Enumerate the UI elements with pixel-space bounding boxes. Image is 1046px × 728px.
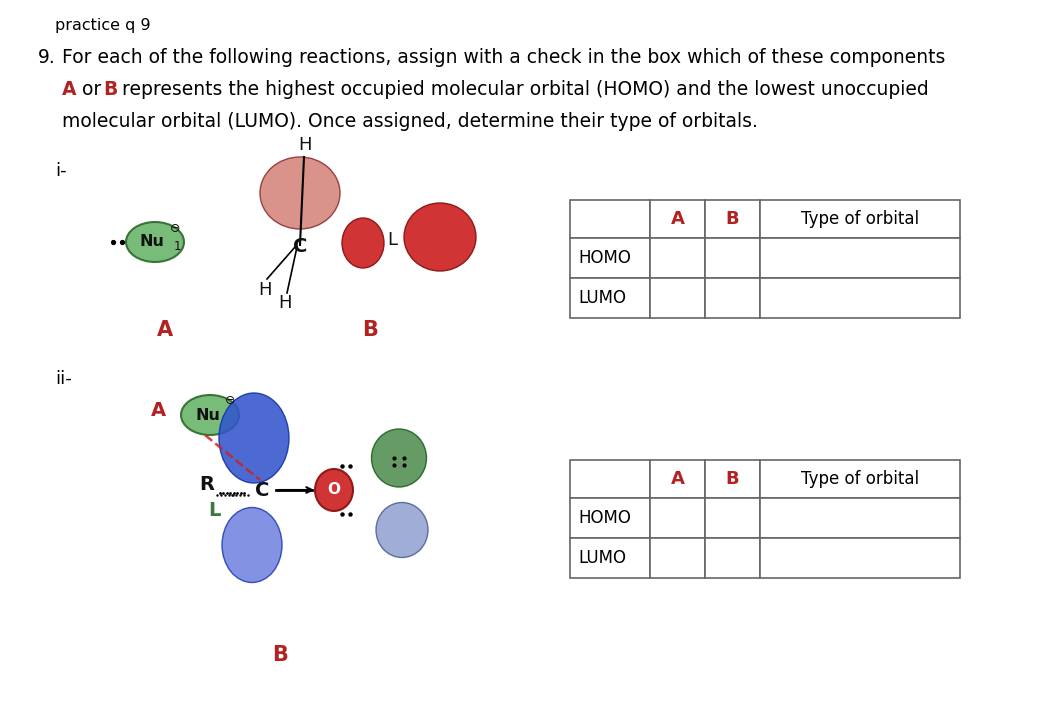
Bar <box>705 238 760 278</box>
Text: LUMO: LUMO <box>578 289 626 307</box>
Text: ii-: ii- <box>55 370 72 388</box>
Bar <box>650 200 705 238</box>
Bar <box>570 538 650 578</box>
Text: L: L <box>208 501 221 520</box>
Bar <box>705 200 760 238</box>
Text: ⊖: ⊖ <box>169 221 180 234</box>
Text: Nu: Nu <box>139 234 164 250</box>
Ellipse shape <box>181 395 238 435</box>
Text: B: B <box>362 320 378 340</box>
Bar <box>650 460 705 498</box>
Text: B: B <box>272 645 288 665</box>
Bar <box>705 538 760 578</box>
Text: B: B <box>103 80 117 99</box>
Ellipse shape <box>222 507 282 582</box>
Ellipse shape <box>126 222 184 262</box>
Bar <box>570 460 650 498</box>
Text: A: A <box>157 320 173 340</box>
Text: For each of the following reactions, assign with a check in the box which of the: For each of the following reactions, ass… <box>62 48 946 67</box>
Bar <box>760 498 960 538</box>
Bar <box>570 278 650 318</box>
Bar <box>650 278 705 318</box>
Text: H: H <box>298 136 312 154</box>
Bar <box>650 238 705 278</box>
Bar <box>650 498 705 538</box>
Bar <box>760 278 960 318</box>
Text: R: R <box>200 475 214 494</box>
Text: practice q 9: practice q 9 <box>55 18 151 33</box>
Text: A: A <box>670 470 684 488</box>
Ellipse shape <box>404 203 476 271</box>
Text: ⊖: ⊖ <box>225 395 235 408</box>
Ellipse shape <box>315 469 353 511</box>
Ellipse shape <box>342 218 384 268</box>
Bar <box>705 498 760 538</box>
Text: A: A <box>151 402 165 421</box>
Text: molecular orbital (LUMO). Once assigned, determine their type of orbitals.: molecular orbital (LUMO). Once assigned,… <box>62 112 758 131</box>
Text: C: C <box>293 237 308 256</box>
Ellipse shape <box>219 393 289 483</box>
Bar <box>760 538 960 578</box>
Bar <box>760 460 960 498</box>
Text: i-: i- <box>55 162 67 180</box>
Text: 9.: 9. <box>38 48 55 67</box>
Bar <box>760 238 960 278</box>
Text: A: A <box>670 210 684 228</box>
Text: 1: 1 <box>174 240 181 253</box>
Bar <box>705 278 760 318</box>
Bar <box>570 200 650 238</box>
Bar <box>570 238 650 278</box>
Text: Type of orbital: Type of orbital <box>801 470 919 488</box>
Text: O: O <box>327 483 341 497</box>
Text: L: L <box>387 231 397 249</box>
Text: represents the highest occupied molecular orbital (HOMO) and the lowest unoccupi: represents the highest occupied molecula… <box>116 80 929 99</box>
Bar <box>570 498 650 538</box>
Text: A: A <box>62 80 76 99</box>
Text: H: H <box>278 294 292 312</box>
Text: LUMO: LUMO <box>578 549 626 567</box>
Text: HOMO: HOMO <box>578 509 631 527</box>
Text: HOMO: HOMO <box>578 249 631 267</box>
Ellipse shape <box>371 429 427 487</box>
Text: C: C <box>255 480 269 499</box>
Ellipse shape <box>376 502 428 558</box>
Bar <box>705 460 760 498</box>
Text: or: or <box>76 80 108 99</box>
Text: Type of orbital: Type of orbital <box>801 210 919 228</box>
Text: B: B <box>726 470 740 488</box>
Text: B: B <box>726 210 740 228</box>
Ellipse shape <box>260 157 340 229</box>
Text: H: H <box>258 281 272 299</box>
Text: Nu: Nu <box>196 408 221 422</box>
Bar <box>760 200 960 238</box>
Bar <box>650 538 705 578</box>
